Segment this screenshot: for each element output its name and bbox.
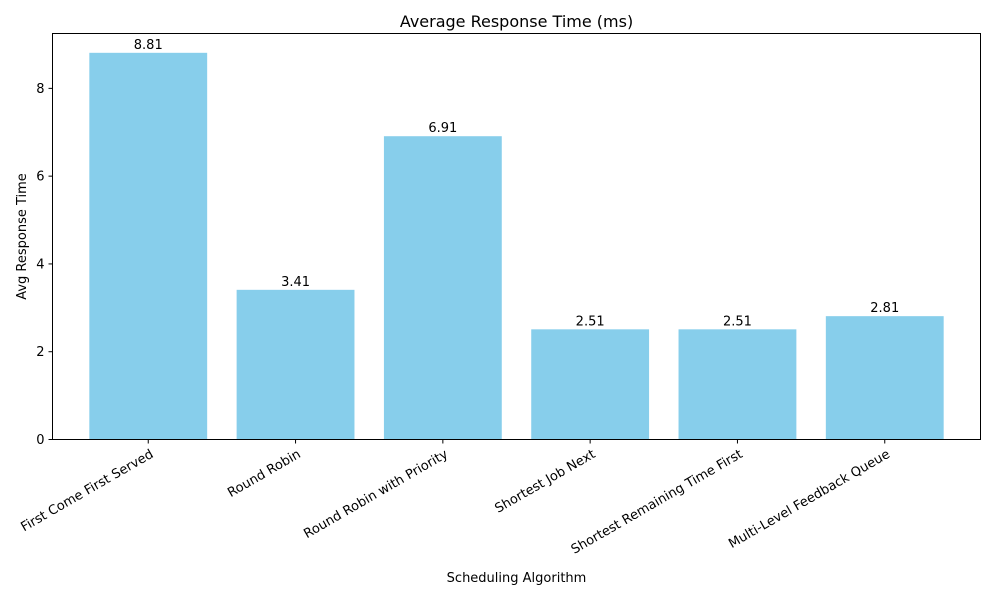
bar-value-label: 2.51: [576, 314, 605, 329]
bar-value-label: 6.91: [428, 121, 457, 136]
value-labels-group: 8.81 3.41 6.91 2.51 2.51 2.81: [134, 38, 899, 330]
x-axis-title: Scheduling Algorithm: [447, 571, 587, 586]
y-tick-label: 8: [36, 82, 44, 97]
bars-group: [89, 52, 944, 440]
bar: [236, 289, 355, 440]
plot-frame: [52, 33, 981, 440]
y-axis: 0 2 4 6 8: [36, 82, 53, 448]
bar: [825, 316, 944, 440]
y-tick-label: 0: [36, 433, 44, 448]
bar: [678, 329, 797, 440]
bar-value-label: 3.41: [281, 275, 310, 290]
y-tick-label: 4: [36, 257, 44, 272]
y-axis-title: Avg Response Time: [15, 173, 30, 300]
bar: [89, 52, 208, 440]
bar-value-label: 2.81: [870, 301, 899, 316]
chart-title: Average Response Time (ms): [400, 12, 633, 31]
y-tick-label: 2: [36, 345, 44, 360]
bar: [383, 136, 502, 440]
bar-value-label: 2.51: [723, 314, 752, 329]
bar-value-label: 8.81: [134, 38, 163, 53]
bar: [531, 329, 650, 440]
y-tick-label: 6: [36, 170, 44, 185]
